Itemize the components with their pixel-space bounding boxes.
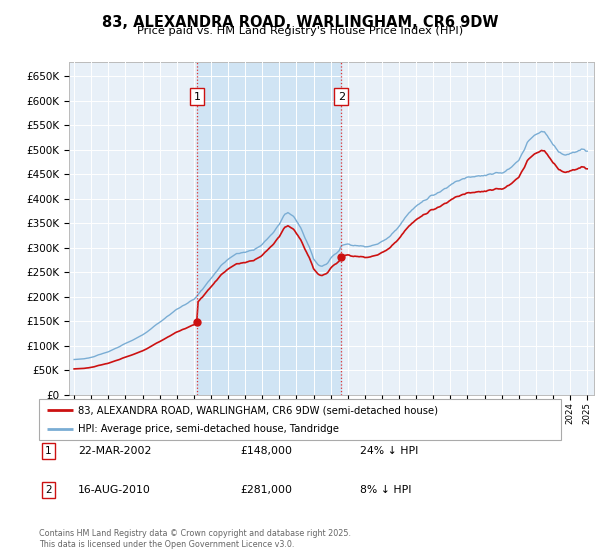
- Text: 83, ALEXANDRA ROAD, WARLINGHAM, CR6 9DW (semi-detached house): 83, ALEXANDRA ROAD, WARLINGHAM, CR6 9DW …: [78, 405, 438, 415]
- Text: 1: 1: [194, 92, 200, 101]
- Text: 1: 1: [45, 446, 52, 456]
- Text: Contains HM Land Registry data © Crown copyright and database right 2025.
This d: Contains HM Land Registry data © Crown c…: [39, 529, 351, 549]
- Text: £281,000: £281,000: [240, 485, 292, 495]
- Text: £148,000: £148,000: [240, 446, 292, 456]
- Text: 2: 2: [338, 92, 345, 101]
- Bar: [197, 62, 341, 395]
- Text: 16-AUG-2010: 16-AUG-2010: [78, 485, 151, 495]
- Text: 8% ↓ HPI: 8% ↓ HPI: [360, 485, 412, 495]
- Text: 83, ALEXANDRA ROAD, WARLINGHAM, CR6 9DW: 83, ALEXANDRA ROAD, WARLINGHAM, CR6 9DW: [102, 15, 498, 30]
- Text: 22-MAR-2002: 22-MAR-2002: [78, 446, 151, 456]
- Text: Price paid vs. HM Land Registry's House Price Index (HPI): Price paid vs. HM Land Registry's House …: [137, 26, 463, 36]
- FancyBboxPatch shape: [39, 399, 561, 440]
- Text: 24% ↓ HPI: 24% ↓ HPI: [360, 446, 418, 456]
- Text: HPI: Average price, semi-detached house, Tandridge: HPI: Average price, semi-detached house,…: [78, 424, 339, 433]
- Text: 2: 2: [45, 485, 52, 495]
